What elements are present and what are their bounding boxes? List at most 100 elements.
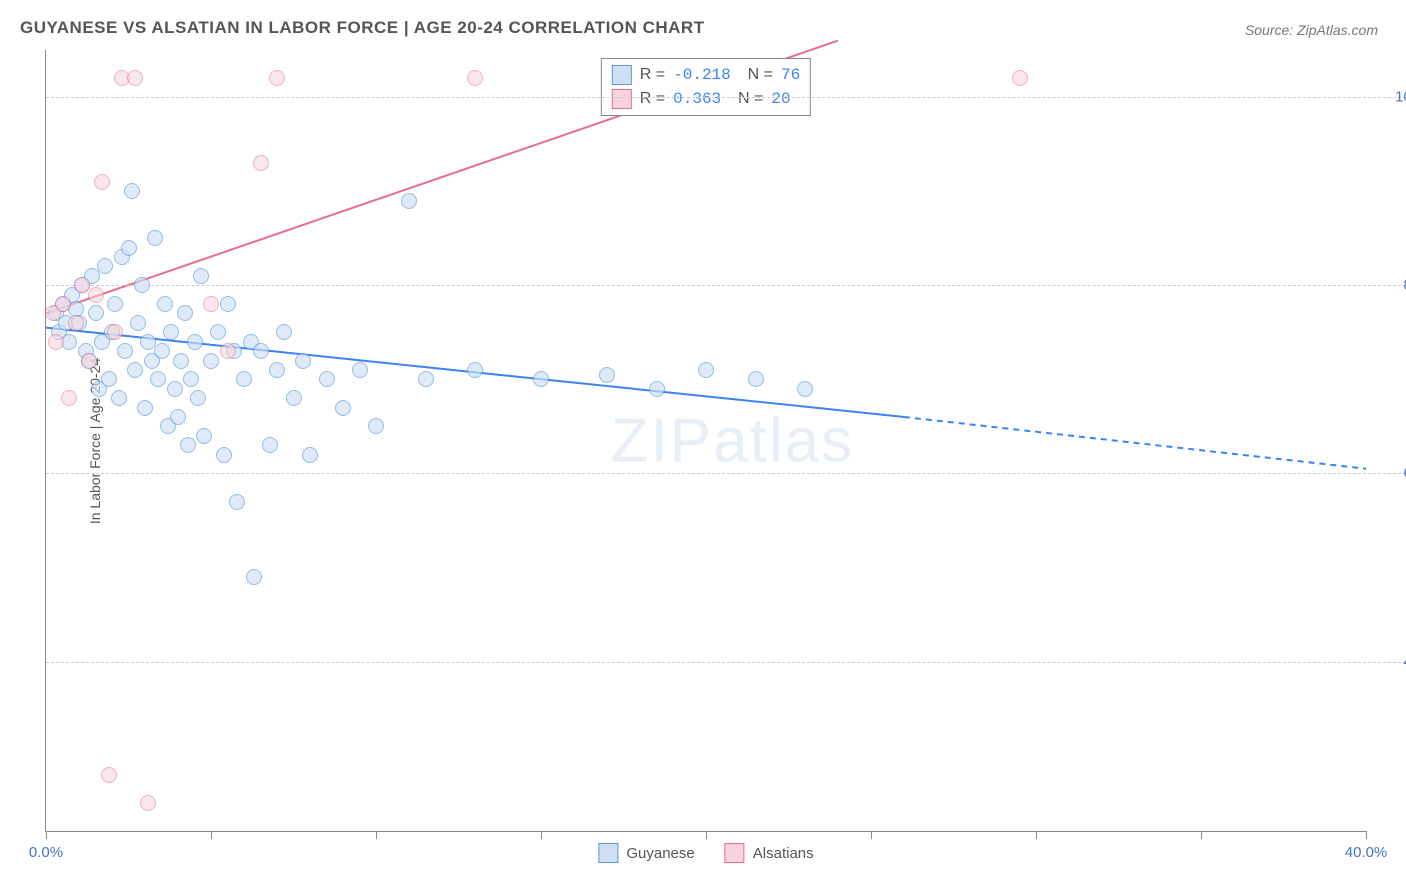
data-point — [210, 324, 226, 340]
data-point — [121, 240, 137, 256]
data-point — [68, 315, 84, 331]
y-tick-label: 80.0% — [1376, 277, 1406, 294]
data-point — [137, 400, 153, 416]
data-point — [183, 371, 199, 387]
r-label: R = — [640, 66, 665, 84]
legend-swatch — [612, 65, 632, 85]
data-point — [187, 334, 203, 350]
data-point — [117, 343, 133, 359]
legend-item: Alsatians — [725, 843, 814, 863]
legend-label: Alsatians — [753, 845, 814, 862]
data-point — [220, 296, 236, 312]
data-point — [124, 183, 140, 199]
data-point — [173, 353, 189, 369]
y-tick-label: 100.0% — [1376, 89, 1406, 106]
data-point — [246, 569, 262, 585]
n-label: N = — [739, 66, 773, 84]
legend-swatch — [598, 843, 618, 863]
x-tick — [871, 831, 872, 839]
data-point — [61, 390, 77, 406]
trend-lines — [46, 50, 1366, 831]
data-point — [48, 334, 64, 350]
gridline — [46, 285, 1406, 286]
gridline — [46, 662, 1406, 663]
data-point — [229, 494, 245, 510]
x-tick — [1036, 831, 1037, 839]
r-label: R = — [640, 90, 665, 108]
data-point — [88, 287, 104, 303]
data-point — [55, 296, 71, 312]
data-point — [216, 447, 232, 463]
data-point — [220, 343, 236, 359]
data-point — [797, 381, 813, 397]
n-label: N = — [729, 90, 763, 108]
data-point — [170, 409, 186, 425]
watermark: ZIPatlas — [611, 405, 854, 476]
data-point — [157, 296, 173, 312]
data-point — [150, 371, 166, 387]
x-tick — [376, 831, 377, 839]
data-point — [94, 174, 110, 190]
data-point — [295, 353, 311, 369]
source-label: Source: ZipAtlas.com — [1245, 22, 1378, 38]
data-point — [698, 362, 714, 378]
data-point — [127, 70, 143, 86]
data-point — [190, 390, 206, 406]
n-value: 76 — [781, 66, 800, 84]
n-value: 20 — [771, 90, 790, 108]
data-point — [269, 70, 285, 86]
data-point — [203, 353, 219, 369]
gridline — [46, 97, 1406, 98]
r-value: -0.218 — [673, 66, 731, 84]
data-point — [748, 371, 764, 387]
data-point — [147, 230, 163, 246]
data-point — [101, 371, 117, 387]
data-point — [319, 371, 335, 387]
data-point — [193, 268, 209, 284]
data-point — [1012, 70, 1028, 86]
y-tick-label: 40.0% — [1376, 653, 1406, 670]
data-point — [167, 381, 183, 397]
x-tick-label: 0.0% — [29, 844, 63, 861]
data-point — [177, 305, 193, 321]
data-point — [134, 277, 150, 293]
data-point — [269, 362, 285, 378]
x-tick — [211, 831, 212, 839]
data-point — [196, 428, 212, 444]
data-point — [649, 381, 665, 397]
legend-swatch — [725, 843, 745, 863]
legend-stat-row: R = 0.363 N = 20 — [612, 87, 800, 111]
data-point — [335, 400, 351, 416]
data-point — [533, 371, 549, 387]
legend-stat-row: R = -0.218 N = 76 — [612, 63, 800, 87]
data-point — [101, 767, 117, 783]
legend-item: Guyanese — [598, 843, 694, 863]
plot-area: In Labor Force | Age 20-24 ZIPatlas R = … — [45, 50, 1366, 832]
data-point — [418, 371, 434, 387]
x-tick — [1201, 831, 1202, 839]
data-point — [467, 70, 483, 86]
data-point — [262, 437, 278, 453]
x-tick-label: 40.0% — [1345, 844, 1388, 861]
data-point — [203, 296, 219, 312]
data-point — [81, 353, 97, 369]
data-point — [107, 296, 123, 312]
data-point — [236, 371, 252, 387]
data-point — [467, 362, 483, 378]
data-point — [127, 362, 143, 378]
data-point — [276, 324, 292, 340]
data-point — [352, 362, 368, 378]
data-point — [111, 390, 127, 406]
data-point — [599, 367, 615, 383]
x-tick — [46, 831, 47, 839]
chart-title: GUYANESE VS ALSATIAN IN LABOR FORCE | AG… — [20, 18, 705, 38]
data-point — [253, 343, 269, 359]
data-point — [130, 315, 146, 331]
correlation-legend: R = -0.218 N = 76R = 0.363 N = 20 — [601, 58, 811, 116]
data-point — [97, 258, 113, 274]
data-point — [401, 193, 417, 209]
data-point — [140, 795, 156, 811]
y-tick-label: 60.0% — [1376, 465, 1406, 482]
data-point — [180, 437, 196, 453]
data-point — [302, 447, 318, 463]
